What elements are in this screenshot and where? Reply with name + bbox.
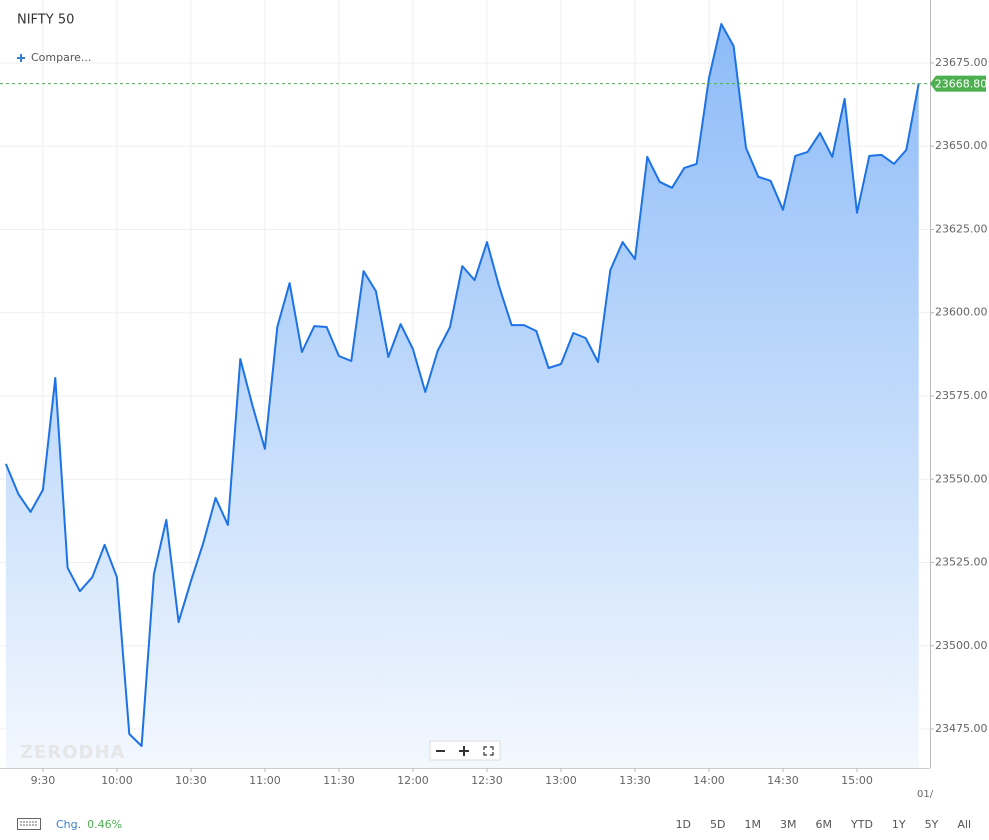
- x-tick-label: 15:00: [841, 774, 873, 787]
- zoom-controls: [429, 740, 501, 761]
- watermark: ZERODHA: [20, 742, 125, 763]
- zoom-in[interactable]: [459, 746, 469, 756]
- x-tick-label: 10:00: [101, 774, 133, 787]
- last-price-label: 23668.80: [935, 78, 988, 91]
- x-tick-label: 10:30: [175, 774, 207, 787]
- range-button[interactable]: All: [957, 817, 971, 831]
- x-tick-label: 12:00: [397, 774, 429, 787]
- compare-plus[interactable]: [17, 54, 25, 62]
- x-tick-label: 13:30: [619, 774, 651, 787]
- date-label: 01/: [917, 789, 934, 800]
- y-tick-label: 23525.00: [935, 556, 988, 569]
- range-button[interactable]: 1Y: [891, 817, 906, 831]
- y-tick-label: 23600.00: [935, 306, 988, 319]
- y-tick-label: 23500.00: [935, 639, 988, 652]
- range-button[interactable]: YTD: [851, 817, 873, 831]
- range-button[interactable]: 5Y: [924, 817, 939, 831]
- change-value: 0.46%: [87, 817, 123, 831]
- area-fill: [5, 24, 919, 768]
- range-button[interactable]: 5D: [710, 817, 726, 831]
- change-label: Chg.: [56, 817, 82, 831]
- x-tick-label: 11:30: [323, 774, 355, 787]
- compare-button[interactable]: Compare...: [31, 51, 91, 64]
- x-tick-label: 9:30: [31, 774, 56, 787]
- bottom-bar: Chg. 0.46% 1D 5D 1M 3M 6M YTD 1Y 5Y All: [0, 808, 989, 840]
- x-tick-label: 14:00: [693, 774, 725, 787]
- chart-title: NIFTY 50: [17, 13, 74, 28]
- y-tick-label: 23550.00: [935, 472, 988, 485]
- last-price-tag: [930, 75, 986, 92]
- range-buttons: 1D 5D 1M 3M 6M YTD 1Y 5Y All: [657, 818, 971, 831]
- fullscreen[interactable]: [483, 746, 494, 756]
- y-tick-label: 23675.00: [935, 56, 988, 69]
- range-button[interactable]: 3M: [780, 817, 797, 831]
- x-tick-label: 14:30: [767, 774, 799, 787]
- price-line: [4, 23, 920, 747]
- x-tick-label: 12:30: [471, 774, 503, 787]
- x-tick-label: 13:00: [545, 774, 577, 787]
- range-button[interactable]: 1M: [744, 817, 762, 831]
- y-tick-label: 23475.00: [935, 722, 988, 735]
- y-tick-label: 23650.00: [935, 139, 988, 152]
- y-tick-label: 23625.00: [935, 222, 988, 235]
- range-button[interactable]: 6M: [815, 817, 833, 831]
- keyboard-icon[interactable]: [17, 818, 41, 830]
- range-button[interactable]: 1D: [675, 817, 692, 831]
- y-tick-label: 23575.00: [935, 389, 988, 402]
- x-tick-label: 11:00: [249, 774, 281, 787]
- chart: NIFTY 50 Compare... ZERODHA 01/ 23475.00…: [0, 0, 988, 800]
